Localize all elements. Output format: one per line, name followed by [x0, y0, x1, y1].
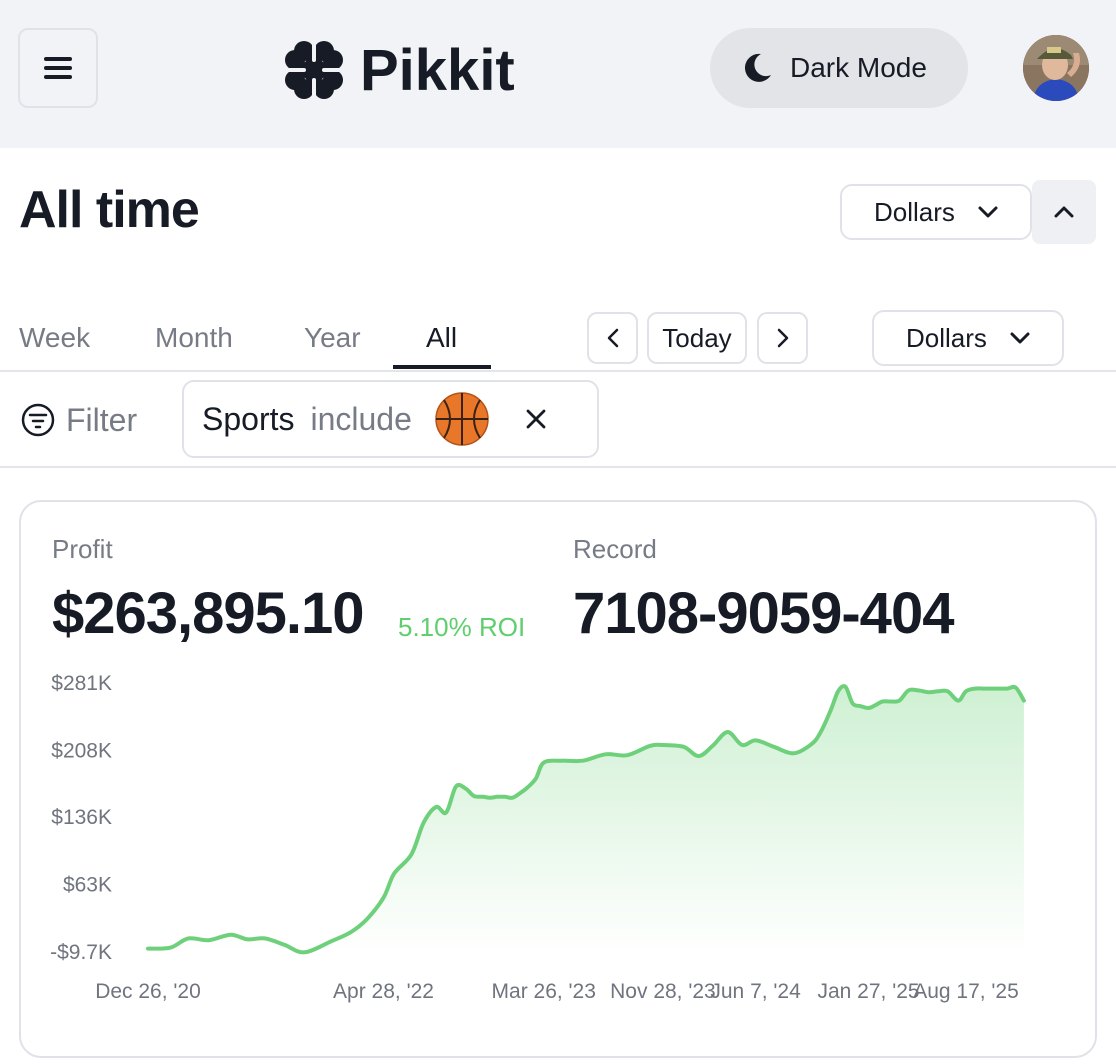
- menu-button[interactable]: [18, 28, 98, 108]
- remove-filter-icon[interactable]: [524, 407, 548, 431]
- chevron-left-icon: [607, 328, 618, 348]
- brand[interactable]: Pikkit: [282, 30, 515, 110]
- moon-icon: [744, 53, 771, 82]
- units-dropdown[interactable]: Dollars: [872, 310, 1064, 366]
- y-tick-label: $208K: [51, 740, 112, 763]
- x-tick-label: Jun 7, '24: [710, 980, 801, 1003]
- x-tick-label: Dec 26, '20: [95, 980, 201, 1003]
- filter-chip[interactable]: Sports include: [182, 380, 599, 458]
- roi-value: 5.10% ROI: [398, 612, 526, 642]
- tab-year[interactable]: Year: [304, 322, 361, 353]
- tab-week[interactable]: Week: [19, 322, 91, 353]
- divider: [0, 370, 1116, 372]
- profit-area: [148, 686, 1024, 954]
- units-dropdown-label: Dollars: [906, 322, 987, 353]
- x-tick-label: Mar 26, '23: [492, 980, 596, 1003]
- filter-chip-field: Sports: [202, 400, 295, 437]
- previous-period-button[interactable]: [587, 312, 638, 364]
- collapse-button[interactable]: [1032, 180, 1096, 244]
- avatar[interactable]: [1023, 35, 1089, 101]
- page-title: All time: [19, 181, 200, 239]
- profit-label: Profit: [52, 534, 113, 564]
- chevron-right-icon: [777, 328, 788, 348]
- currency-dropdown[interactable]: Dollars: [840, 184, 1032, 240]
- filter-icon: [21, 403, 55, 437]
- avatar-photo: [1023, 35, 1089, 101]
- dark-mode-label: Dark Mode: [790, 52, 927, 83]
- y-tick-label: $281K: [51, 672, 112, 695]
- x-tick-label: Jan 27, '25: [817, 980, 919, 1003]
- y-tick-label: -$9.7K: [50, 941, 112, 964]
- x-tick-label: Apr 28, '22: [333, 980, 434, 1003]
- chevron-up-icon: [1054, 206, 1074, 218]
- today-button[interactable]: Today: [647, 312, 747, 364]
- divider: [0, 466, 1116, 468]
- y-tick-label: $136K: [51, 806, 112, 829]
- record-label: Record: [573, 534, 657, 564]
- today-label: Today: [662, 322, 732, 353]
- x-tick-label: Aug 17, '25: [913, 980, 1019, 1003]
- profit-value: $263,895.10: [52, 581, 365, 646]
- top-bar: Pikkit Dark Mode: [0, 0, 1116, 148]
- profit-line: [146, 684, 1026, 955]
- profit-chart[interactable]: $281K $208K $136K $63K -$9.7K Dec 26, '20 Apr…: [20, 660, 1096, 1020]
- tab-month[interactable]: Month: [155, 322, 233, 353]
- y-tick-label: $63K: [63, 874, 112, 897]
- filter-chip-operator: include: [310, 400, 412, 437]
- currency-dropdown-label: Dollars: [874, 196, 955, 227]
- brand-name: Pikkit: [360, 37, 515, 103]
- chevron-down-icon: [1010, 332, 1030, 344]
- dark-mode-button[interactable]: Dark Mode: [710, 28, 968, 108]
- clover-logo-icon: [284, 40, 344, 100]
- record-value: 7108-9059-404: [573, 581, 954, 646]
- filter-button[interactable]: Filter: [20, 400, 137, 440]
- next-period-button[interactable]: [757, 312, 808, 364]
- basketball-icon: [435, 392, 489, 446]
- tab-all[interactable]: All: [426, 322, 458, 353]
- active-tab-indicator: [393, 365, 491, 369]
- filter-label: Filter: [66, 401, 138, 438]
- chevron-down-icon: [978, 206, 998, 218]
- hamburger-menu-icon: [44, 52, 72, 84]
- x-tick-label: Nov 28, '23: [610, 980, 716, 1003]
